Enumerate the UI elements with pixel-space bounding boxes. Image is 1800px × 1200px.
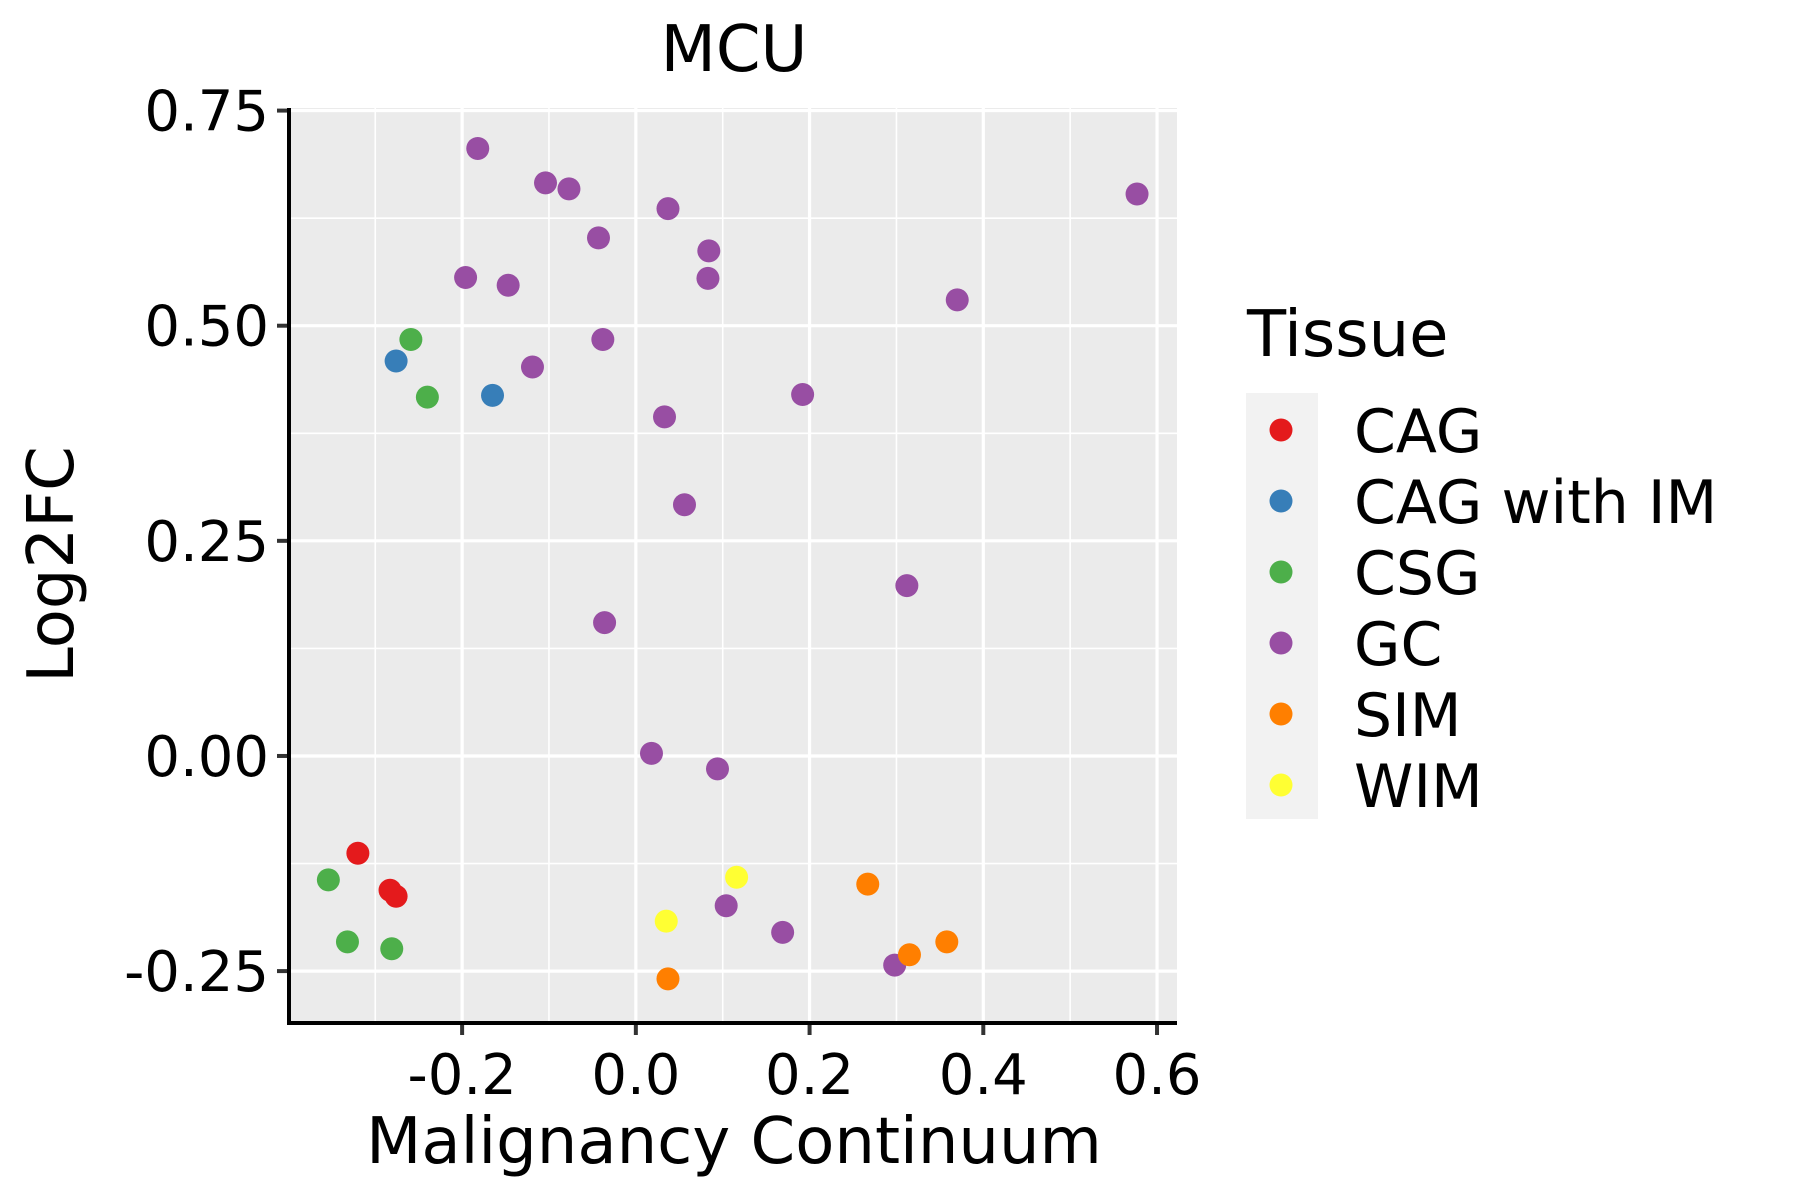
series-cag bbox=[346, 841, 408, 908]
data-point bbox=[496, 273, 520, 297]
legend-key-dot bbox=[1269, 489, 1293, 513]
data-point bbox=[384, 884, 408, 908]
data-point bbox=[791, 383, 815, 407]
legend-label: CAG bbox=[1354, 397, 1482, 467]
data-point bbox=[895, 574, 919, 598]
x-tick-label: 0.4 bbox=[939, 1043, 1028, 1108]
legend-label: GC bbox=[1354, 610, 1442, 680]
x-axis-title: Malignancy Continuum bbox=[366, 1105, 1102, 1179]
legend-item: WIM bbox=[1269, 752, 1483, 822]
legend-key-dot bbox=[1269, 631, 1293, 655]
data-point bbox=[593, 611, 617, 635]
data-point bbox=[591, 327, 615, 351]
y-tick-label: 0.50 bbox=[144, 295, 269, 360]
data-point bbox=[945, 288, 969, 312]
series-wim bbox=[654, 865, 749, 933]
legend-key-dot bbox=[1269, 560, 1293, 584]
data-point bbox=[557, 177, 581, 201]
data-point bbox=[335, 930, 359, 954]
legend-label: SIM bbox=[1354, 681, 1462, 751]
legend-title: Tissue bbox=[1246, 298, 1449, 372]
legend-item: SIM bbox=[1269, 681, 1462, 751]
x-tick-label: 0.2 bbox=[765, 1043, 854, 1108]
legend-label: WIM bbox=[1354, 752, 1483, 822]
legend-key-background bbox=[1246, 393, 1318, 819]
legend-key-dot bbox=[1269, 418, 1293, 442]
series-sim bbox=[656, 872, 959, 991]
y-tick-label: -0.25 bbox=[124, 940, 269, 1005]
series-gc bbox=[454, 136, 1149, 977]
legend-item: CAG with IM bbox=[1269, 468, 1717, 538]
legend-label: CAG with IM bbox=[1354, 468, 1717, 538]
y-tick-label: 0.00 bbox=[144, 725, 269, 790]
data-point bbox=[534, 171, 558, 195]
data-point bbox=[697, 239, 721, 263]
data-point bbox=[520, 355, 544, 379]
data-points bbox=[316, 136, 1149, 991]
data-point bbox=[481, 383, 505, 407]
data-point bbox=[935, 930, 959, 954]
data-point bbox=[454, 266, 478, 290]
data-point bbox=[399, 327, 423, 351]
data-point bbox=[586, 226, 610, 250]
data-point bbox=[384, 349, 408, 373]
data-point bbox=[856, 872, 880, 896]
data-point bbox=[656, 197, 680, 221]
legend-key-dot bbox=[1269, 773, 1293, 797]
data-point bbox=[316, 868, 340, 892]
series-cag-with-im bbox=[384, 349, 505, 407]
series-csg bbox=[316, 327, 439, 961]
data-point bbox=[1125, 182, 1149, 206]
chart-title: MCU bbox=[661, 13, 808, 87]
minor-gridlines bbox=[291, 108, 1177, 1021]
data-point bbox=[714, 894, 738, 918]
y-axis-title: Log2FC bbox=[15, 446, 89, 683]
legend-key-dot bbox=[1269, 702, 1293, 726]
legend-item: GC bbox=[1269, 610, 1442, 680]
data-point bbox=[771, 920, 795, 944]
data-point bbox=[653, 405, 677, 429]
data-point bbox=[705, 757, 729, 781]
x-tick-label: 0.6 bbox=[1112, 1043, 1201, 1108]
data-point bbox=[725, 865, 749, 889]
data-point bbox=[466, 136, 490, 160]
data-point bbox=[897, 943, 921, 967]
major-gridlines bbox=[291, 108, 1177, 1021]
legend-item: CAG bbox=[1269, 397, 1482, 467]
data-point bbox=[656, 967, 680, 991]
x-tick-label: 0.0 bbox=[591, 1043, 680, 1108]
x-tick-label: -0.2 bbox=[407, 1043, 516, 1108]
data-point bbox=[346, 841, 370, 865]
y-tick-label: 0.25 bbox=[144, 510, 269, 575]
x-axis-ticks: -0.2 0.0 0.2 0.4 0.6 bbox=[407, 1025, 1202, 1108]
legend-item: CSG bbox=[1269, 539, 1480, 609]
data-point bbox=[672, 493, 696, 517]
data-point bbox=[654, 909, 678, 933]
y-axis-ticks: -0.25 0.00 0.25 0.50 0.75 bbox=[124, 80, 287, 1005]
data-point bbox=[639, 741, 663, 765]
data-point bbox=[380, 937, 404, 961]
data-point bbox=[696, 266, 720, 290]
legend-label: CSG bbox=[1354, 539, 1480, 609]
y-tick-label: 0.75 bbox=[144, 80, 269, 145]
data-point bbox=[415, 385, 439, 409]
